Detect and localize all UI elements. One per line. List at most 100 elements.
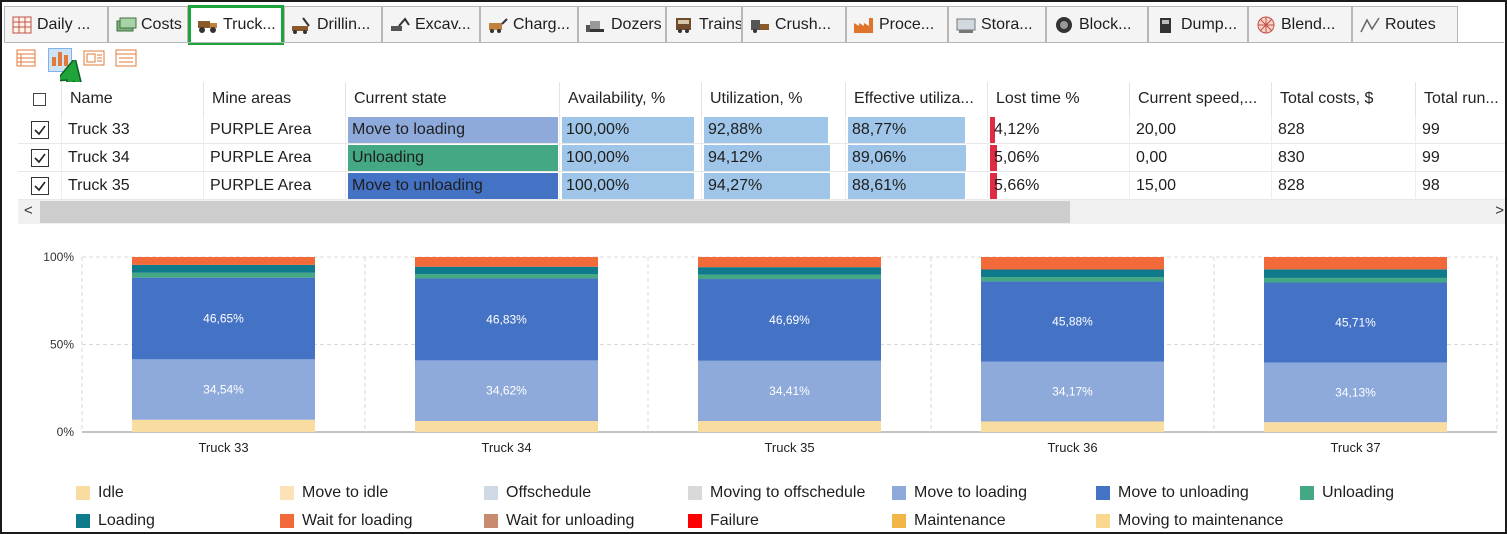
- legend-item[interactable]: Move to unloading: [1096, 484, 1249, 502]
- card-view-button[interactable]: [82, 48, 106, 72]
- legend-item[interactable]: Move to idle: [280, 484, 388, 502]
- tab-train[interactable]: Trains: [666, 6, 742, 43]
- bar-segment-idle[interactable]: [698, 420, 881, 432]
- tab-factory[interactable]: Proce...: [846, 6, 948, 43]
- bar-segment-wait-for-loading[interactable]: [415, 257, 598, 267]
- tab-dump[interactable]: Dump...: [1148, 6, 1248, 43]
- legend-item[interactable]: Failure: [688, 512, 759, 530]
- data-label: 34,41%: [769, 384, 810, 398]
- tab-money[interactable]: Costs: [108, 6, 188, 43]
- scroll-left-arrow[interactable]: <: [24, 202, 33, 219]
- tab-dozer[interactable]: Dozers: [578, 6, 666, 43]
- tab-block[interactable]: Block...: [1046, 6, 1148, 43]
- column-header[interactable]: Total costs, $: [1272, 82, 1416, 116]
- horizontal-scrollbar[interactable]: < >: [18, 200, 1505, 224]
- bar-segment-unloading[interactable]: [415, 274, 598, 279]
- cell-name: Truck 34: [62, 144, 204, 172]
- bar-segment-idle[interactable]: [1264, 422, 1447, 432]
- tab-crusher[interactable]: Crush...: [742, 6, 846, 43]
- tab-truck[interactable]: Truck...: [188, 5, 284, 45]
- legend-item[interactable]: Wait for loading: [280, 512, 413, 530]
- column-header[interactable]: Current state: [346, 82, 560, 116]
- legend-item[interactable]: Unloading: [1300, 484, 1394, 502]
- tab-blend[interactable]: Blend...: [1248, 6, 1352, 43]
- column-header[interactable]: Lost time %: [988, 82, 1130, 116]
- bar-segment-wait-for-loading[interactable]: [132, 257, 315, 265]
- bar-segment-move-to-loading[interactable]: [981, 361, 1164, 422]
- row-checkbox[interactable]: [30, 120, 49, 139]
- bar-segment-idle[interactable]: [415, 420, 598, 432]
- legend-item[interactable]: Idle: [76, 484, 124, 502]
- legend-item[interactable]: Wait for unloading: [484, 512, 634, 530]
- bar-segment-loading[interactable]: [415, 266, 598, 275]
- bar-segment-move-to-loading[interactable]: [698, 360, 881, 421]
- bar-segment-loading[interactable]: [981, 269, 1164, 278]
- tab-label: Dozers: [611, 16, 662, 33]
- tab-storage[interactable]: Stora...: [948, 6, 1046, 43]
- bar-segment-loading[interactable]: [698, 267, 881, 275]
- bar-segment-loading[interactable]: [132, 264, 315, 273]
- legend-item[interactable]: Moving to maintenance: [1096, 512, 1283, 530]
- bar-chart-view-icon: [50, 49, 70, 71]
- legend-item[interactable]: Offschedule: [484, 484, 591, 502]
- table-row[interactable]: Truck 35 PURPLE Area Move to unloading 100,…: [18, 172, 1505, 200]
- column-header[interactable]: Mine areas: [204, 82, 346, 116]
- column-header[interactable]: Utilization, %: [702, 82, 846, 116]
- tab-excavator[interactable]: Excav...: [382, 6, 480, 43]
- table-row[interactable]: Truck 33 PURPLE Area Move to loading 100,00…: [18, 116, 1505, 144]
- legend-label: Maintenance: [914, 512, 1006, 529]
- scroll-right-arrow[interactable]: >: [1495, 202, 1504, 219]
- cell-run: 99: [1416, 144, 1505, 172]
- select-all-checkbox[interactable]: [18, 82, 62, 116]
- bar-segment-unloading[interactable]: [698, 274, 881, 280]
- tab-label: Crush...: [775, 16, 832, 33]
- cell-text: 92,88%: [708, 120, 763, 138]
- bar-segment-move-to-unloading[interactable]: [981, 281, 1164, 362]
- cell-text: 99: [1422, 120, 1440, 138]
- state-color-fill: [348, 117, 558, 143]
- column-header[interactable]: Name: [62, 82, 204, 116]
- row-checkbox-cell[interactable]: [18, 172, 62, 200]
- legend-item[interactable]: Move to loading: [892, 484, 1027, 502]
- bar-segment-wait-for-loading[interactable]: [981, 257, 1164, 270]
- checkbox-icon: [33, 92, 46, 106]
- column-header[interactable]: Effective utiliza...: [846, 82, 988, 116]
- bar-segment-unloading[interactable]: [981, 277, 1164, 282]
- table-view-button[interactable]: [14, 48, 38, 72]
- column-header[interactable]: Current speed,...: [1130, 82, 1272, 116]
- tab-routes[interactable]: Routes: [1352, 6, 1458, 43]
- row-checkbox-cell[interactable]: [18, 144, 62, 172]
- column-header[interactable]: Availability, %: [560, 82, 702, 116]
- list-view-button[interactable]: [114, 48, 138, 72]
- table-row[interactable]: Truck 34 PURPLE Area Unloading 100,00% 94,12…: [18, 144, 1505, 172]
- cell-text: PURPLE Area: [210, 120, 312, 138]
- bar-segment-move-to-loading[interactable]: [415, 360, 598, 421]
- bar-segment-move-to-loading[interactable]: [132, 359, 315, 420]
- bar-segment-move-to-unloading[interactable]: [415, 278, 598, 361]
- tab-charger[interactable]: Charg...: [480, 6, 578, 43]
- tab-drill-rig[interactable]: Drillin...: [284, 6, 382, 43]
- bar-segment-unloading[interactable]: [132, 272, 315, 278]
- bar-segment-move-to-unloading[interactable]: [132, 277, 315, 360]
- bar-segment-unloading[interactable]: [1264, 277, 1447, 283]
- row-checkbox[interactable]: [30, 148, 49, 167]
- legend-item[interactable]: Maintenance: [892, 512, 1006, 530]
- bar-segment-wait-for-loading[interactable]: [698, 257, 881, 268]
- legend-swatch: [1096, 486, 1110, 500]
- legend-item[interactable]: Moving to offschedule: [688, 484, 865, 502]
- bar-segment-loading[interactable]: [1264, 269, 1447, 278]
- bar-segment-wait-for-loading[interactable]: [1264, 257, 1447, 270]
- cell-speed: 15,00: [1130, 172, 1272, 200]
- bar-segment-move-to-loading[interactable]: [1264, 362, 1447, 423]
- legend-swatch: [1096, 514, 1110, 528]
- legend-item[interactable]: Loading: [76, 512, 155, 530]
- row-checkbox-cell[interactable]: [18, 116, 62, 144]
- row-checkbox[interactable]: [30, 176, 49, 195]
- scrollbar-thumb[interactable]: [40, 201, 1070, 223]
- bar-segment-idle[interactable]: [132, 419, 315, 432]
- bar-segment-move-to-unloading[interactable]: [698, 279, 881, 361]
- bar-segment-idle[interactable]: [981, 421, 1164, 433]
- bar-segment-move-to-unloading[interactable]: [1264, 282, 1447, 363]
- column-header[interactable]: Total run...: [1416, 82, 1505, 116]
- tab-table[interactable]: Daily ...: [4, 6, 108, 43]
